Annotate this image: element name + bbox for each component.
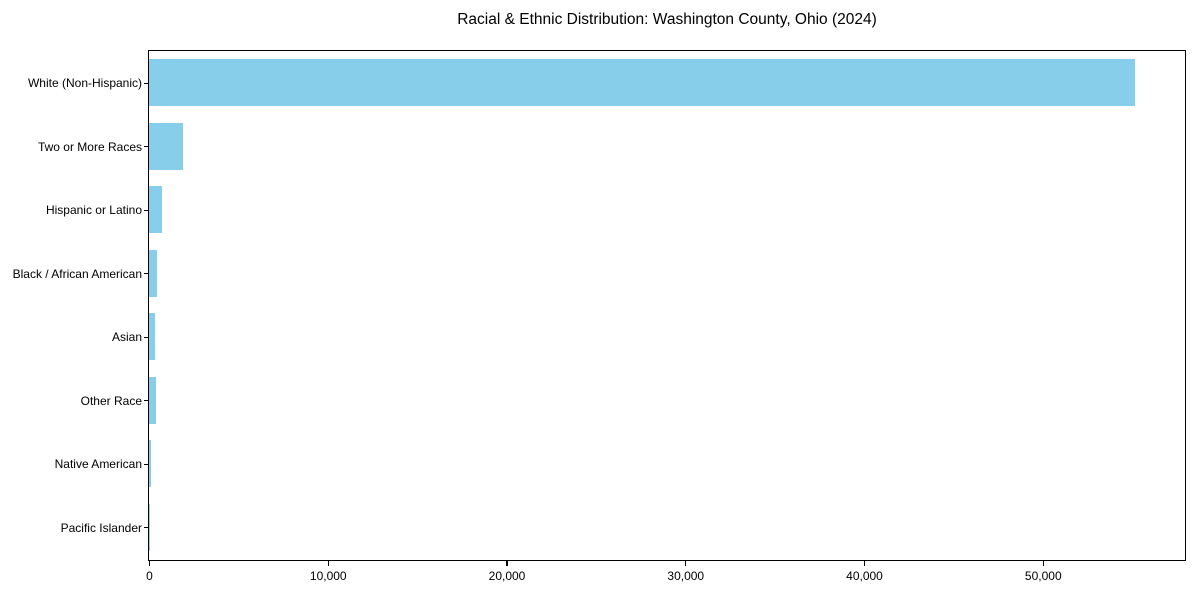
y-tick-mark xyxy=(144,527,148,529)
x-tick-mark xyxy=(506,561,508,566)
y-tick-label: Two or More Races xyxy=(37,139,142,154)
chart-title: Racial & Ethnic Distribution: Washington… xyxy=(457,11,877,28)
bar-native-american xyxy=(149,440,151,488)
plot-area xyxy=(148,50,1186,561)
y-tick-label: Other Race xyxy=(80,393,142,408)
x-tick-label: 40,000 xyxy=(846,569,883,583)
y-tick-label: Pacific Islander xyxy=(60,520,142,535)
y-tick-mark xyxy=(144,82,148,84)
x-tick-mark xyxy=(148,561,151,566)
bar-white-non-hispanic xyxy=(149,59,1136,107)
y-tick-label: Hispanic or Latino xyxy=(45,203,142,218)
y-tick-label: Black / African American xyxy=(12,266,142,281)
y-tick-mark xyxy=(144,146,148,148)
y-tick-mark xyxy=(144,273,148,275)
bar-hispanic-or-latino xyxy=(149,186,163,234)
y-tick-label: Asian xyxy=(111,330,142,345)
bar-black-african-american xyxy=(149,249,158,297)
x-tick-label: 20,000 xyxy=(488,569,526,583)
x-tick-label: 10,000 xyxy=(309,569,347,583)
bar-pacific-islander xyxy=(149,503,150,551)
x-tick-label: 50,000 xyxy=(1024,569,1062,583)
y-tick-label: White (Non-Hispanic) xyxy=(27,76,142,91)
bar-other-race xyxy=(149,376,157,424)
y-tick-mark xyxy=(144,400,148,402)
x-tick-mark xyxy=(1042,561,1044,566)
y-tick-mark xyxy=(144,336,148,338)
y-tick-label: Native American xyxy=(54,457,142,472)
x-tick-mark xyxy=(327,561,329,566)
x-tick-label: 30,000 xyxy=(667,569,705,583)
y-tick-mark xyxy=(144,463,148,465)
y-tick-mark xyxy=(144,209,148,211)
bar-asian xyxy=(149,313,156,361)
x-tick-mark xyxy=(863,561,866,566)
bar-two-or-more-races xyxy=(149,122,183,170)
x-tick-mark xyxy=(685,561,687,566)
x-tick-label: 0 xyxy=(146,569,153,583)
